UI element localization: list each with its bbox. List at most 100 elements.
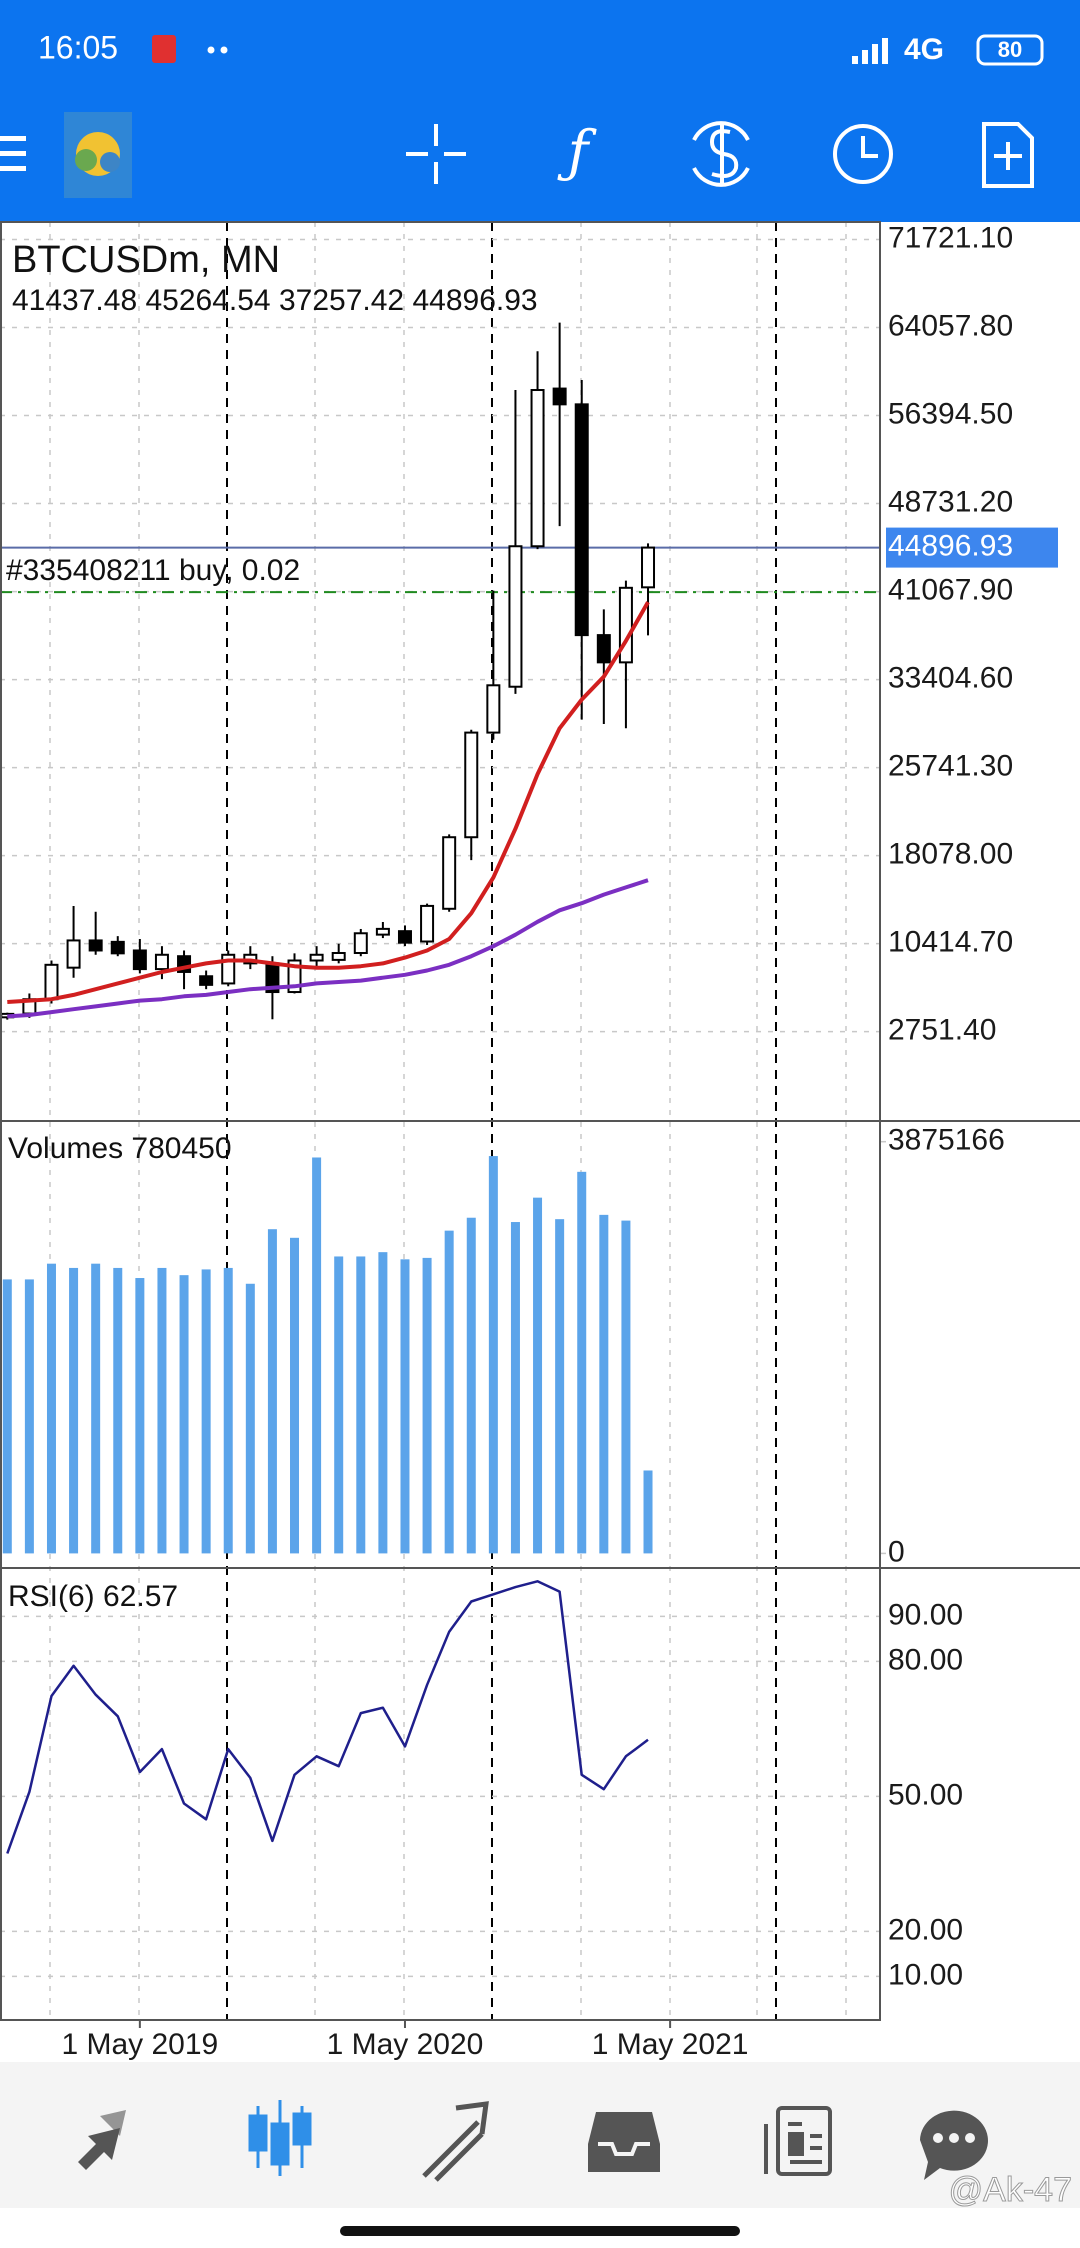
timeframe-button[interactable] — [833, 124, 893, 184]
trade-button[interactable] — [692, 121, 750, 187]
nav-news[interactable] — [764, 2106, 832, 2176]
price-label-box — [886, 527, 1058, 568]
nav-trade[interactable] — [422, 2101, 489, 2182]
status-dot — [207, 46, 215, 54]
nav-chat[interactable] — [920, 2110, 988, 2180]
volume-bar — [555, 1219, 565, 1554]
y-tick-label: 2751.40 — [888, 1014, 996, 1047]
volume-bar — [356, 1256, 366, 1554]
volume-bar — [621, 1220, 631, 1554]
ohlc-open: 41437.48 — [12, 284, 137, 317]
volume-bar — [290, 1237, 300, 1554]
status-dot — [220, 46, 228, 54]
ohlc-high: 45264.54 — [145, 284, 270, 317]
volume-bar — [378, 1252, 388, 1554]
panel-borders — [0, 221, 1080, 2021]
ohlc-low: 37257.42 — [279, 284, 404, 317]
battery-frame — [976, 34, 1044, 66]
volume-bar — [69, 1267, 79, 1554]
volume-bar — [643, 1470, 653, 1554]
candle-body — [397, 930, 412, 944]
volume-bar — [422, 1257, 432, 1554]
x-tick-label: 1 May 2020 — [327, 2028, 484, 2061]
candle-body — [44, 963, 59, 1001]
volume-bar — [312, 1157, 322, 1554]
volume-bar — [488, 1156, 498, 1554]
watermark: @Ak-47 — [949, 2171, 1072, 2209]
volume-bar — [444, 1230, 454, 1554]
y-tick-label: 3875166 — [888, 1124, 1005, 1157]
x-tick-label: 1 May 2021 — [592, 2028, 749, 2061]
candle-body — [331, 951, 346, 961]
plot-layer — [0, 322, 880, 1854]
moving-average — [7, 601, 650, 1004]
y-tick-label: 48731.20 — [888, 485, 1013, 518]
y-tick-label: 64057.80 — [888, 309, 1013, 342]
rsi-name: RSI(6) — [8, 1580, 95, 1613]
volume-bar — [510, 1222, 520, 1554]
y-tick-label: 41067.90 — [888, 573, 1013, 606]
nav-chart[interactable] — [248, 2100, 312, 2176]
gesture-bar — [340, 2226, 740, 2236]
volume-bar — [577, 1171, 587, 1554]
menu-button[interactable] — [0, 136, 26, 171]
rsi-title: RSI(6) 62.57 — [8, 1580, 178, 1613]
y-tick-label: 90.00 — [888, 1598, 963, 1631]
notification-icon — [152, 35, 176, 63]
candle-body — [530, 389, 545, 548]
volume-bar — [533, 1197, 543, 1554]
volume-bar — [201, 1269, 211, 1554]
candle-body — [641, 546, 656, 589]
volume-bar — [157, 1267, 167, 1554]
nav-quotes[interactable] — [78, 2110, 126, 2170]
volume-bar — [179, 1275, 189, 1554]
y-tick-label: 71721.10 — [888, 221, 1013, 254]
candle-body — [508, 545, 523, 688]
y-tick-label: 80.00 — [888, 1643, 963, 1676]
candle-body — [442, 836, 457, 910]
volume-title: Volumes 780450 — [8, 1132, 232, 1165]
app-bar — [0, 0, 1080, 222]
rsi-line — [6, 1580, 649, 1854]
status-battery: 80 — [998, 37, 1022, 62]
y-tick-label: 33404.60 — [888, 662, 1013, 695]
candle-body — [464, 731, 479, 839]
ohlc-readout: 41437.48 45264.54 37257.42 44896.93 — [12, 284, 538, 317]
candle-body — [110, 940, 125, 955]
volume-bar — [46, 1263, 56, 1554]
y-tick-label: 56394.50 — [888, 397, 1013, 430]
candle-body — [552, 387, 567, 406]
volume-bar — [223, 1267, 233, 1554]
volume-bar — [334, 1256, 344, 1554]
y-tick-label: 0 — [888, 1535, 905, 1568]
crosshair-button[interactable] — [406, 124, 466, 184]
volume-bar — [24, 1279, 34, 1554]
y-tick-label: 25741.30 — [888, 750, 1013, 783]
y-tick-label: 50.00 — [888, 1778, 963, 1811]
y-tick-label: 10.00 — [888, 1958, 963, 1991]
volume-bar — [2, 1279, 12, 1554]
nav-history[interactable] — [588, 2112, 660, 2172]
volume-current: 780450 — [131, 1132, 231, 1165]
volume-bar — [91, 1263, 101, 1554]
status-network: 4G — [904, 33, 944, 66]
candle-body — [375, 927, 390, 936]
candle-body — [420, 904, 435, 943]
volume-bar — [135, 1278, 145, 1554]
app-logo[interactable] — [64, 112, 132, 198]
order-label: #335408211 buy, 0.02 — [6, 554, 300, 587]
new-order-button[interactable] — [982, 122, 1034, 188]
x-tick-label: 1 May 2019 — [61, 2028, 218, 2061]
candle-body — [154, 953, 169, 971]
moving-average — [7, 878, 649, 1019]
volume-name: Volumes — [8, 1132, 123, 1165]
candle-body — [353, 932, 368, 954]
volume-bar — [113, 1267, 123, 1554]
candle-body — [574, 403, 589, 637]
status-time: 16:05 — [38, 29, 118, 65]
y-tick-label: 20.00 — [888, 1913, 963, 1946]
volume-bar — [466, 1217, 476, 1554]
candle-body — [309, 953, 324, 962]
candle-body — [88, 939, 103, 952]
